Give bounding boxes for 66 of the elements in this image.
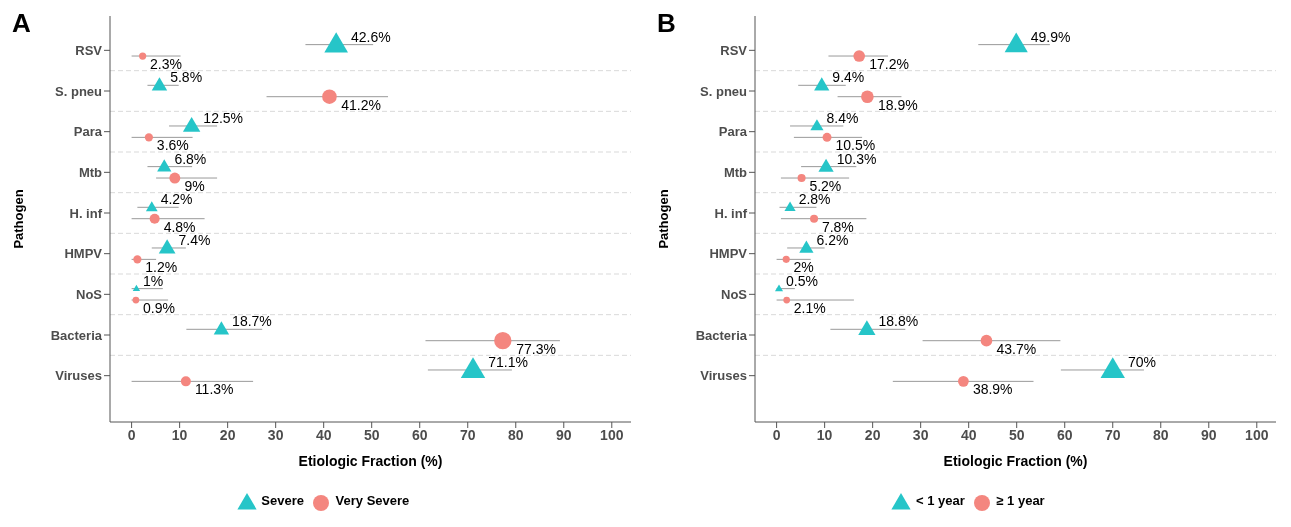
chart-title: A: [12, 8, 31, 39]
x-tick-label: 40: [315, 426, 332, 443]
data-label: 42.6%: [351, 28, 391, 45]
legend-label: < 1 year: [914, 493, 965, 509]
data-label: 18.8%: [878, 313, 919, 330]
x-tick-label: 100: [1245, 426, 1269, 443]
data-label: 18.9%: [877, 96, 918, 113]
x-tick-label: 10: [171, 426, 188, 443]
legend-label: Severe: [260, 493, 304, 509]
y-tick-label: NoS: [721, 286, 748, 302]
data-label: 43.7%: [996, 340, 1037, 357]
x-tick-label: 50: [1008, 426, 1025, 443]
x-tick-label: 70: [1104, 426, 1121, 443]
x-tick-label: 30: [912, 426, 929, 443]
data-label: 8.4%: [826, 109, 859, 126]
x-axis-title: Etiologic Fraction (%): [298, 453, 443, 469]
data-label: 38.9%: [972, 381, 1013, 398]
data-label: 12.5%: [203, 109, 244, 126]
data-label: 41.2%: [341, 96, 381, 113]
y-tick-label: Para: [73, 124, 103, 140]
x-tick-label: 20: [219, 426, 236, 443]
x-tick-label: 50: [363, 426, 380, 443]
x-tick-label: 0: [772, 426, 781, 443]
data-label: 49.9%: [1030, 28, 1071, 45]
x-tick-label: 10: [816, 426, 833, 443]
y-tick-label: HMPV: [709, 246, 748, 262]
data-label: 70%: [1127, 353, 1156, 370]
y-tick-label: NoS: [76, 286, 103, 302]
y-tick-label: H. inf: [714, 205, 748, 221]
x-tick-label: 80: [1152, 426, 1169, 443]
x-tick-label: 60: [411, 426, 428, 443]
y-tick-label: Mtb: [723, 164, 748, 180]
x-tick-label: 40: [960, 426, 977, 443]
data-label: 11.3%: [194, 381, 234, 398]
legend-label: Very Severe: [334, 493, 410, 509]
x-tick-label: 60: [1056, 426, 1073, 443]
y-tick-label: RSV: [720, 42, 748, 58]
x-axis-title: Etiologic Fraction (%): [943, 453, 1088, 469]
data-label: 2.1%: [793, 300, 826, 317]
legend-label: ≥ 1 year: [995, 493, 1045, 509]
x-tick-label: 90: [1200, 426, 1217, 443]
y-tick-label: Viruses: [55, 368, 102, 384]
x-tick-label: 100: [600, 426, 624, 443]
data-label: 18.7%: [232, 313, 272, 330]
x-tick-label: 20: [864, 426, 881, 443]
y-axis-title: Pathogen: [10, 189, 26, 249]
y-tick-label: Viruses: [700, 368, 747, 384]
data-label: 9.4%: [832, 69, 865, 86]
y-tick-label: S. pneu: [55, 83, 103, 99]
x-tick-label: 0: [127, 426, 136, 443]
chart-title: B: [657, 8, 676, 39]
data-label: 17.2%: [869, 56, 909, 73]
y-axis-title: Pathogen: [655, 189, 671, 249]
y-tick-label: H. inf: [69, 205, 103, 221]
x-tick-label: 90: [555, 426, 572, 443]
y-tick-label: Bacteria: [50, 327, 103, 343]
data-label: 0.9%: [142, 300, 175, 317]
y-tick-label: Bacteria: [695, 327, 748, 343]
x-tick-label: 70: [459, 426, 476, 443]
y-tick-label: Mtb: [78, 164, 103, 180]
y-tick-label: HMPV: [64, 246, 103, 262]
x-tick-label: 80: [507, 426, 524, 443]
x-tick-label: 30: [267, 426, 284, 443]
y-tick-label: RSV: [75, 42, 103, 58]
y-tick-label: S. pneu: [700, 83, 748, 99]
y-tick-label: Para: [718, 124, 748, 140]
